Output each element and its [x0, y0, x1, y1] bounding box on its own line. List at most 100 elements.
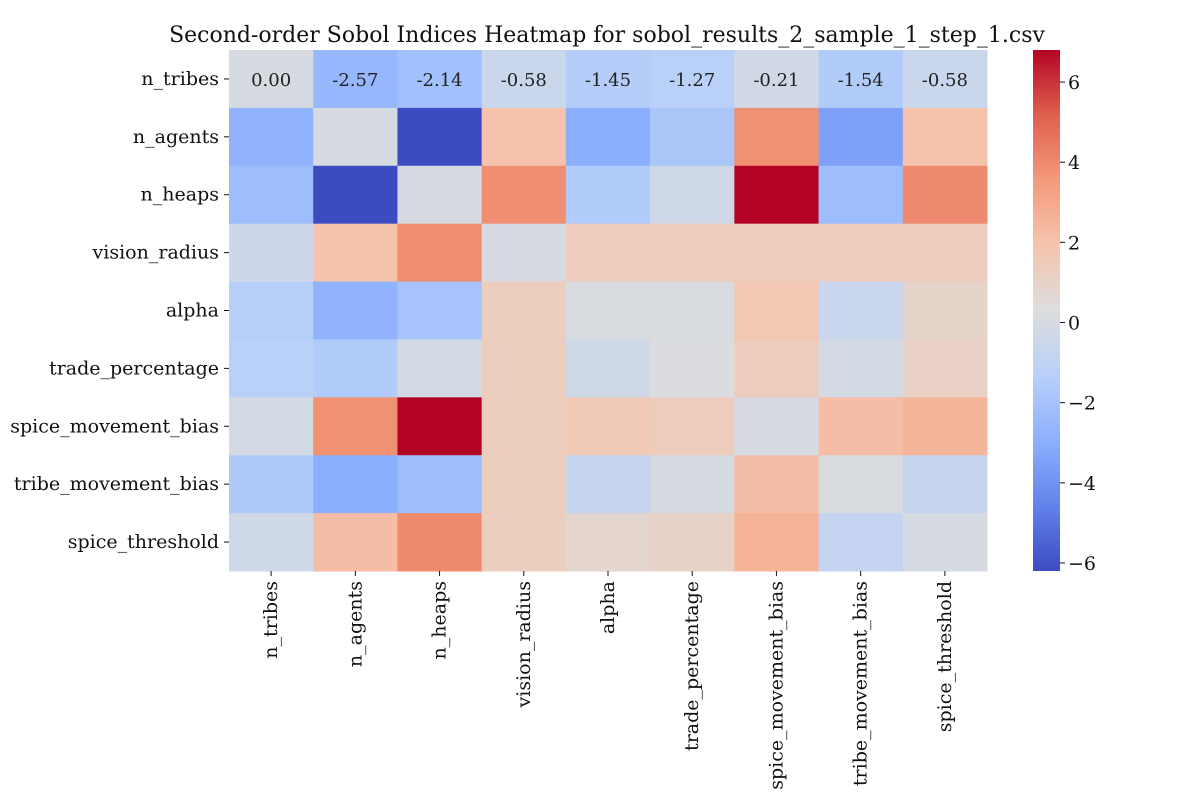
cell-value-label: -0.58 [501, 70, 547, 91]
heatmap-cell-r5-c8 [902, 339, 988, 398]
y-tick-label: n_heaps [141, 184, 219, 206]
heatmap-cell-r6-c2 [397, 397, 483, 456]
heatmap-cell-r0-c1 [313, 50, 398, 109]
colorbar-tick-label: 4 [1068, 152, 1080, 174]
heatmap-cell-r3-c3 [481, 223, 567, 283]
heatmap-cell-r2-c0 [229, 165, 314, 225]
y-tick-label: n_agents [133, 126, 219, 148]
heatmap-cell-r8-c8 [902, 513, 988, 572]
heatmap-cell-r2-c7 [818, 165, 904, 225]
heatmap-cell-r8-c2 [397, 513, 483, 572]
chart-title: Second-order Sobol Indices Heatmap for s… [169, 23, 1045, 48]
heatmap-cell-r4-c0 [229, 281, 314, 340]
heatmap-cell-r2-c8 [902, 165, 988, 225]
heatmap-cell-r7-c7 [818, 455, 904, 514]
heatmap-cell-r2-c1 [313, 165, 398, 225]
heatmap-cell-r0-c4 [565, 50, 651, 109]
heatmap-cell-r5-c1 [313, 339, 398, 398]
heatmap-cell-r3-c6 [734, 223, 820, 283]
heatmap-cell-r0-c0 [229, 50, 314, 109]
heatmap-cell-r3-c5 [650, 223, 735, 283]
heatmap-cell-r6-c8 [902, 397, 988, 456]
x-tick-label: spice_movement_bias [765, 581, 787, 790]
heatmap-cell-r0-c7 [818, 50, 904, 109]
colorbar-tick-label: 0 [1068, 313, 1080, 335]
heatmap-cell-r7-c6 [734, 455, 820, 514]
heatmap-cell-r6-c5 [650, 397, 735, 456]
x-tick-label: spice_threshold [934, 581, 956, 732]
y-tick-label: n_tribes [141, 68, 219, 90]
heatmap-cell-r8-c5 [650, 513, 735, 572]
heatmap-cell-r2-c5 [650, 165, 735, 225]
colorbar-tick-label: −4 [1068, 473, 1096, 495]
colorbar-tick-label: −6 [1068, 553, 1096, 575]
heatmap-cell-r5-c4 [565, 339, 651, 398]
heatmap-cell-r7-c1 [313, 455, 398, 514]
heatmap-cell-r1-c7 [818, 107, 904, 167]
heatmap-cell-r3-c0 [229, 223, 314, 283]
heatmap-cell-r7-c2 [397, 455, 483, 514]
heatmap-cell-r6-c3 [481, 397, 567, 456]
cell-value-label: -0.21 [753, 70, 799, 91]
heatmap-cell-r6-c6 [734, 397, 820, 456]
y-axis-tick-labels: n_tribes n_agents n_heaps vision_radiusalph… [10, 68, 229, 553]
x-tick-label: trade_percentage [681, 581, 703, 751]
heatmap-cell-r1-c3 [481, 107, 567, 167]
heatmap-cell-r0-c8 [902, 50, 988, 109]
x-tick-label: n_tribes [260, 581, 282, 659]
heatmap-cell-r4-c1 [313, 281, 398, 340]
x-tick-label: n_agents [344, 581, 366, 667]
cell-value-label: -0.58 [922, 70, 968, 91]
heatmap-cell-r8-c6 [734, 513, 820, 572]
heatmap-cell-r4-c4 [565, 281, 651, 340]
colorbar-tick-label: 6 [1068, 72, 1080, 94]
colorbar-tick-labels: 6 4 2 0 −2 −4 −6 [1060, 72, 1096, 575]
heatmap-cell-r0-c3 [481, 50, 567, 109]
heatmap-cell-r7-c3 [481, 455, 567, 514]
heatmap-cell-r0-c6 [734, 50, 820, 109]
heatmap-cell-r7-c4 [565, 455, 651, 514]
x-tick-label: vision_radius [513, 581, 535, 708]
heatmap-cell-r3-c4 [565, 223, 651, 283]
colorbar [1033, 50, 1060, 571]
heatmap-cell-r8-c4 [565, 513, 651, 572]
heatmap-cell-r7-c0 [229, 455, 314, 514]
colorbar-tick-label: −2 [1068, 393, 1096, 415]
y-tick-label: tribe_movement_bias [14, 473, 219, 495]
heatmap-cell-r8-c7 [818, 513, 904, 572]
x-tick-label: n_heaps [429, 581, 451, 659]
heatmap-cell-r0-c5 [650, 50, 735, 109]
heatmap-cell-r4-c6 [734, 281, 820, 340]
heatmap-cell-r8-c3 [481, 513, 567, 572]
heatmap-cell-r1-c1 [313, 107, 398, 167]
heatmap-cell-r6-c0 [229, 397, 314, 456]
heatmap-cell-r1-c0 [229, 107, 314, 167]
heatmap-cell-r2-c2 [397, 165, 483, 225]
heatmap-cell-r4-c2 [397, 281, 483, 340]
heatmap-cell-r1-c8 [902, 107, 988, 167]
y-tick-label: spice_threshold [68, 531, 219, 553]
heatmap-cell-r5-c0 [229, 339, 314, 398]
heatmap-cell-r5-c2 [397, 339, 483, 398]
heatmap-cell-r1-c5 [650, 107, 735, 167]
cell-value-label: -1.27 [669, 70, 715, 91]
heatmap-cell-r5-c5 [650, 339, 735, 398]
heatmap-cell-r8-c0 [229, 513, 314, 572]
heatmap-cell-r0-c2 [397, 50, 483, 109]
y-tick-label: vision_radius [92, 242, 219, 264]
heatmap-cell-r3-c1 [313, 223, 398, 283]
heatmap-cell-r6-c1 [313, 397, 398, 456]
heatmap-cell-r2-c4 [565, 165, 651, 225]
heatmap-cell-r3-c2 [397, 223, 483, 283]
heatmap-cell-r7-c5 [650, 455, 735, 514]
heatmap-cell-r8-c1 [313, 513, 398, 572]
heatmap-cell-r4-c8 [902, 281, 988, 340]
heatmap-cell-r3-c8 [902, 223, 988, 283]
heatmap-cell-r2-c3 [481, 165, 567, 225]
heatmap-cell-r6-c7 [818, 397, 904, 456]
cell-value-label: 0.00 [251, 70, 291, 91]
heatmap-cell-r1-c6 [734, 107, 820, 167]
heatmap-cell-r4-c3 [481, 281, 567, 340]
heatmap-cell-r5-c3 [481, 339, 567, 398]
